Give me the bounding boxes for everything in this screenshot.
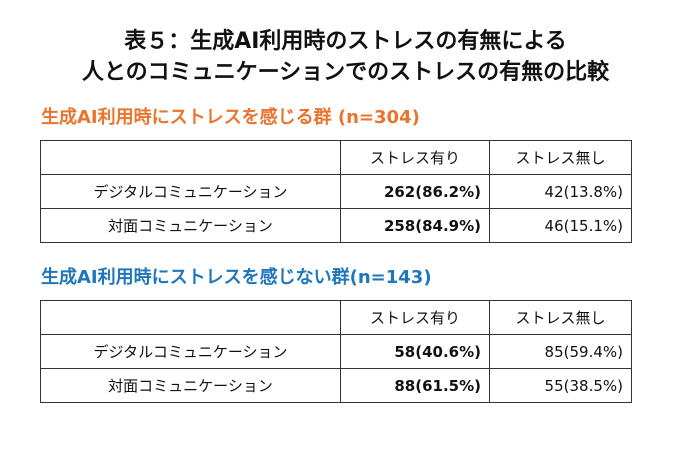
title-line-1: 表５：生成AI利用時のストレスの有無による bbox=[124, 29, 567, 54]
stress-group-table: ストレス有り ストレス無し デジタルコミュニケーション 262(86.2%) 4… bbox=[40, 140, 632, 243]
page-title: 表５：生成AI利用時のストレスの有無による 人とのコミュニケーションでのストレス… bbox=[0, 26, 691, 88]
table-header-row: ストレス有り ストレス無し bbox=[40, 300, 632, 335]
row-label-digital: デジタルコミュニケーション bbox=[40, 174, 341, 209]
table-row: デジタルコミュニケーション 58(40.6%) 85(59.4%) bbox=[40, 334, 632, 369]
cell-with-stress: 88(61.5%) bbox=[340, 368, 490, 403]
row-label-digital: デジタルコミュニケーション bbox=[40, 334, 341, 369]
row-label-face-to-face: 対面コミュニケーション bbox=[40, 368, 341, 403]
cell-with-stress: 258(84.9%) bbox=[340, 208, 490, 243]
cell-with-stress: 58(40.6%) bbox=[340, 334, 490, 369]
header-blank-cell bbox=[40, 140, 341, 175]
row-label-face-to-face: 対面コミュニケーション bbox=[40, 208, 341, 243]
header-without-stress: ストレス無し bbox=[489, 140, 632, 175]
cell-without-stress: 85(59.4%) bbox=[489, 334, 632, 369]
section-heading-stress-group: 生成AI利用時にストレスを感じる群 (n=304) bbox=[41, 107, 420, 128]
table-row: 対面コミュニケーション 258(84.9%) 46(15.1%) bbox=[40, 208, 632, 243]
header-with-stress: ストレス有り bbox=[340, 140, 490, 175]
header-without-stress: ストレス無し bbox=[489, 300, 632, 335]
table-row: 対面コミュニケーション 88(61.5%) 55(38.5%) bbox=[40, 368, 632, 403]
section-heading-no-stress-group: 生成AI利用時にストレスを感じない群(n=143) bbox=[41, 267, 432, 288]
header-blank-cell bbox=[40, 300, 341, 335]
table-header-row: ストレス有り ストレス無し bbox=[40, 140, 632, 175]
no-stress-group-table: ストレス有り ストレス無し デジタルコミュニケーション 58(40.6%) 85… bbox=[40, 300, 632, 403]
cell-without-stress: 42(13.8%) bbox=[489, 174, 632, 209]
cell-with-stress: 262(86.2%) bbox=[340, 174, 490, 209]
table-row: デジタルコミュニケーション 262(86.2%) 42(13.8%) bbox=[40, 174, 632, 209]
title-line-2: 人とのコミュニケーションでのストレスの有無の比較 bbox=[81, 60, 610, 85]
cell-without-stress: 46(15.1%) bbox=[489, 208, 632, 243]
header-with-stress: ストレス有り bbox=[340, 300, 490, 335]
cell-without-stress: 55(38.5%) bbox=[489, 368, 632, 403]
